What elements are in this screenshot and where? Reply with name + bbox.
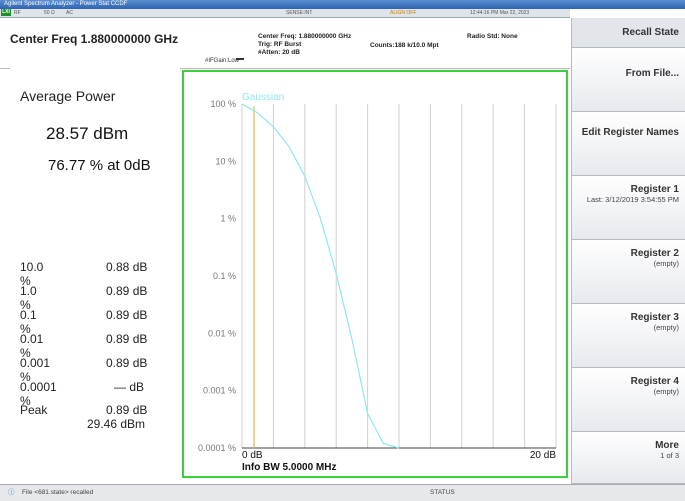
status-rf: RF <box>14 10 21 16</box>
peak-dbm: 29.46 dBm <box>87 417 146 431</box>
avg-power-title: Average Power <box>20 88 116 104</box>
y-tick-label: 0.0001 % <box>198 443 236 453</box>
if-gain-label: #IFGain:Low <box>205 58 240 64</box>
status-row: RF 50 Ω AC SENSE:INT ALIGN OFF 12:44:16 … <box>0 9 570 18</box>
ccdf-plot: 100 % 10 % 1 % 0.1 % 0.01 % 0.001 % 0.0001 % G… <box>182 70 568 478</box>
lxi-icon: LXI <box>1 9 11 16</box>
trig-source: Trig: RF Burst <box>258 41 302 48</box>
status-coupling: AC <box>66 10 73 16</box>
radio-std-label: Radio Std: None <box>467 33 518 40</box>
from-file-button[interactable]: From File... <box>572 48 685 112</box>
results-panel <box>10 68 180 478</box>
header-bar: Center Freq 1.880000000 GHz #IFGain:Low … <box>0 18 570 69</box>
status-impedance: 50 Ω <box>44 10 55 16</box>
message-bar: ⓘ File <681.state> recalled STATUS <box>0 484 685 501</box>
y-tick-label: 10 % <box>215 156 236 166</box>
x-tick-label: 0 dB <box>242 450 263 461</box>
avg-power-pct: 76.77 % at 0dB <box>48 157 151 174</box>
softkey-header: Recall State <box>572 18 685 48</box>
status-label: STATUS <box>430 489 455 496</box>
y-tick-label: 0.1 % <box>213 271 236 281</box>
center-freq-label[interactable]: Center Freq 1.880000000 GHz <box>10 32 179 46</box>
y-tick-label: 1 % <box>220 214 236 224</box>
counts-label: Counts:188 k/10.0 Mpt <box>370 42 439 49</box>
trig-atten: #Atten: 20 dB <box>258 49 300 56</box>
status-sense: SENSE:INT <box>286 10 313 16</box>
x-tick-label: 20 dB <box>530 450 556 461</box>
info-bw-label: Info BW 5.0000 MHz <box>242 462 336 473</box>
more-button[interactable]: More 1 of 3 <box>572 432 685 484</box>
file-message: File <681.state> recalled <box>22 489 94 496</box>
trig-info: Center Freq: 1.880000000 GHz Trig: RF Bu… <box>258 33 351 57</box>
register-3-button[interactable]: Register 3 (empty) <box>572 304 685 368</box>
ccdf-plot-svg: 100 % 10 % 1 % 0.1 % 0.01 % 0.001 % 0.0001 % G… <box>198 92 557 473</box>
softkey-panel: Recall State From File... Edit Register … <box>571 18 685 484</box>
edit-register-names-button[interactable]: Edit Register Names <box>572 112 685 176</box>
gain-marker-icon <box>236 58 244 60</box>
status-align: ALIGN OFF <box>390 10 417 16</box>
y-tick-label: 0.001 % <box>203 386 236 396</box>
trig-center-freq: Center Freq: 1.880000000 GHz <box>258 33 352 40</box>
gaussian-curve <box>241 103 400 449</box>
register-4-button[interactable]: Register 4 (empty) <box>572 368 685 432</box>
series-legend: Gaussian <box>242 92 284 103</box>
register-1-button[interactable]: Register 1 Last: 3/12/2019 3:54:55 PM <box>572 176 685 240</box>
y-tick-label: 0.01 % <box>208 328 236 338</box>
register-2-button[interactable]: Register 2 (empty) <box>572 240 685 304</box>
y-tick-label: 100 % <box>210 99 236 109</box>
avg-power-dbm: 28.57 dBm <box>46 124 129 143</box>
info-icon: ⓘ <box>8 489 15 496</box>
window-title: Agilent Spectrum Analyzer - Power Stat C… <box>0 0 685 9</box>
status-timestamp: 12:44:16 PM Mar 22, 2023 <box>470 10 530 16</box>
